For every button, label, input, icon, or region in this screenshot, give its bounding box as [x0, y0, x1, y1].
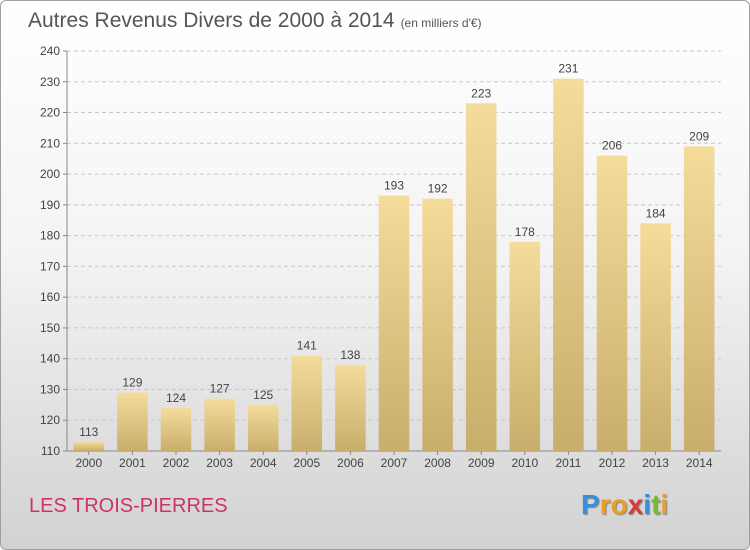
x-tick-label: 2012: [599, 456, 626, 470]
bar-2002: [160, 407, 192, 451]
logo-letter: r: [599, 489, 611, 520]
bar-2012: [596, 155, 628, 451]
value-label: 178: [515, 225, 535, 239]
value-label: 231: [558, 62, 578, 76]
y-tick-label: 150: [40, 321, 60, 335]
x-tick-label: 2002: [163, 456, 190, 470]
bar-2007: [378, 195, 410, 451]
proxiti-logo: Proxiti: [581, 489, 668, 521]
bar-2000: [73, 441, 105, 451]
y-tick-label: 160: [40, 290, 60, 304]
x-tick-label: 2006: [337, 456, 364, 470]
value-label: 138: [340, 348, 360, 362]
bars: [73, 78, 715, 452]
y-tick-label: 170: [40, 259, 60, 273]
x-tick-label: 2003: [206, 456, 233, 470]
x-tick-label: 2013: [642, 456, 669, 470]
bar-2001: [117, 392, 148, 451]
logo-letter: t: [651, 489, 661, 520]
value-labels: 113 129 124 127 125 141 138 193 192 223 178 231 206 1…: [79, 62, 709, 439]
value-label: 192: [428, 182, 448, 196]
logo-letter: o: [610, 489, 628, 520]
logo-letter: x: [627, 489, 644, 520]
value-label: 129: [122, 376, 142, 390]
bar-2010: [509, 241, 541, 451]
logo-letter: P: [581, 489, 600, 520]
value-label: 113: [79, 425, 98, 439]
value-label: 209: [689, 129, 709, 143]
value-label: 125: [253, 388, 273, 402]
bar-2003: [204, 398, 235, 451]
chart-title: Autres Revenus Divers de 2000 à 2014 (en …: [28, 9, 482, 33]
y-tick-label: 220: [40, 106, 60, 120]
x-tick-label: 2011: [555, 456, 581, 470]
chart-unit: (en milliers d'€): [400, 16, 482, 30]
x-tick-label: 2007: [381, 456, 408, 470]
chart-title-text: Autres Revenus Divers de 2000 à 2014: [28, 9, 395, 32]
value-label: 141: [297, 339, 317, 353]
x-tick-label: 2009: [468, 456, 495, 470]
y-tick-label: 130: [40, 382, 60, 396]
y-tick-label: 120: [40, 413, 60, 427]
value-label: 124: [166, 391, 186, 405]
y-tick-label: 200: [40, 167, 60, 181]
commune-name: LES TROIS-PIERRES: [29, 495, 228, 517]
x-tick-label: 2014: [686, 456, 713, 470]
bar-2014: [683, 146, 715, 451]
logo-letter: i: [643, 489, 652, 520]
y-tick-label: 230: [40, 75, 60, 89]
bar-2011: [553, 78, 584, 451]
bar-2009: [465, 103, 497, 452]
bar-2004: [247, 404, 279, 451]
x-tick-label: 2008: [424, 456, 451, 470]
x-tick-label: 2000: [75, 456, 102, 470]
bar-2008: [422, 198, 453, 451]
y-tick-label: 110: [41, 444, 60, 458]
bar-2006: [335, 364, 366, 451]
x-tick-label: 2005: [293, 456, 320, 470]
y-tick-label: 180: [40, 229, 60, 243]
bar-2005: [291, 355, 323, 451]
x-tick-label: 2010: [511, 456, 538, 470]
x-tick-label: 2001: [119, 456, 146, 470]
value-label: 223: [471, 86, 491, 100]
value-label: 193: [384, 179, 404, 193]
value-label: 184: [646, 206, 666, 220]
value-label: 127: [210, 382, 230, 396]
value-label: 206: [602, 139, 622, 153]
bar-2013: [640, 223, 671, 451]
y-tick-label: 240: [40, 44, 60, 58]
y-tick-label: 140: [40, 352, 60, 366]
y-tick-label: 190: [40, 198, 60, 212]
x-tick-label: 2004: [250, 456, 277, 470]
y-tick-label: 210: [40, 136, 60, 150]
logo-letter: i: [660, 489, 669, 520]
